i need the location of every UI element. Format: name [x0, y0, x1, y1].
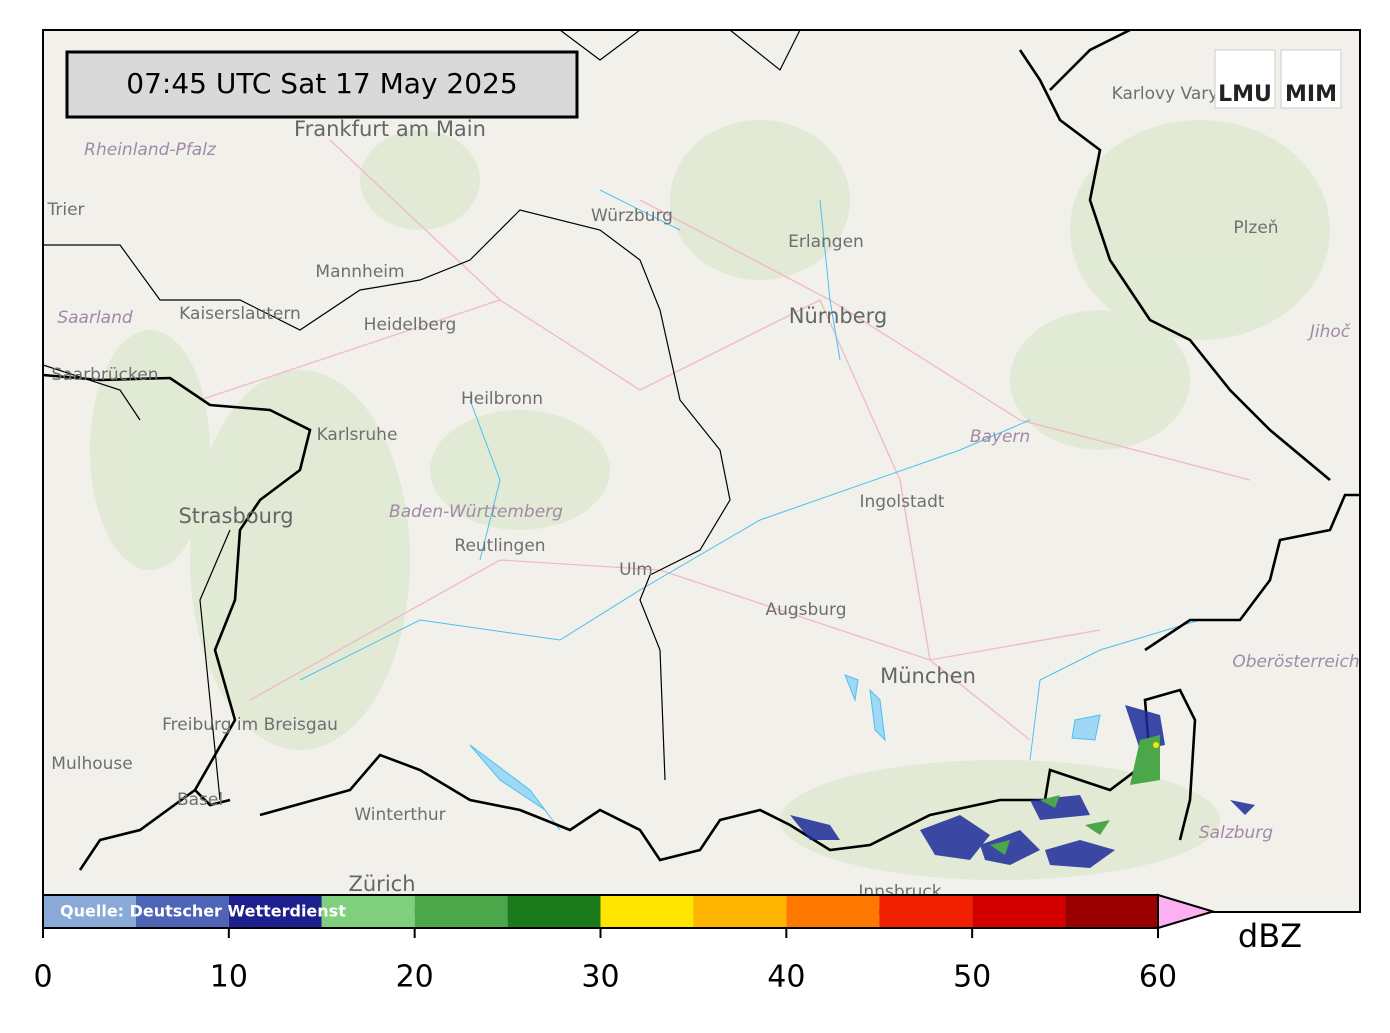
place-label: Heidelberg — [364, 315, 457, 335]
place-label: Freiburg im Breisgau — [162, 715, 338, 735]
timestamp-box — [65, 50, 579, 119]
place-label: Frankfurt am Main — [294, 117, 486, 141]
place-label: Karlovy Vary — [1112, 84, 1219, 104]
tick-label: 30 — [581, 960, 619, 995]
place-label: Trier — [46, 200, 84, 220]
source-label: Quelle: Deutscher Wetterdienst — [60, 902, 346, 921]
colorbar-segment — [321, 895, 415, 928]
place-label: Salzburg — [1199, 823, 1273, 843]
place-label: Ulm — [619, 560, 653, 580]
colorbar: Quelle: Deutscher Wetterdienst 0 10 20 30 40 5… — [33, 893, 1302, 995]
logo — [1214, 49, 1276, 109]
colorbar-segment — [1065, 895, 1158, 928]
colorbar-segment — [414, 895, 508, 928]
colorbar-segment — [786, 895, 880, 928]
place-label: Würzburg — [591, 206, 673, 226]
logo — [1280, 49, 1342, 109]
region-label: Rheinland-Pfalz — [84, 140, 217, 160]
place-label: Mulhouse — [51, 754, 132, 774]
place-label: Augsburg — [765, 600, 846, 620]
place-label: Strasbourg — [178, 504, 293, 528]
region-label: Bayern — [970, 427, 1030, 447]
place-label: Kaiserslautern — [179, 304, 301, 324]
place-label: Erlangen — [788, 232, 864, 252]
tick-label: 40 — [767, 960, 805, 995]
place-label: Nürnberg — [789, 304, 887, 328]
logo-text: MIM — [1285, 82, 1337, 107]
tick-label: 20 — [396, 960, 434, 995]
colorbar-segment — [228, 895, 322, 928]
colorbar-segment — [600, 895, 694, 928]
region-label: Oberösterreich — [1232, 652, 1359, 672]
place-label: Zürich — [348, 872, 415, 896]
tick-label: 50 — [953, 960, 991, 995]
place-label: Mannheim — [315, 262, 404, 282]
radar-echoes — [790, 705, 1255, 868]
region-label: Saarland — [57, 308, 133, 328]
colorbar-label: dBZ — [1238, 917, 1302, 955]
place-label: Karlsruhe — [317, 425, 398, 445]
basemap: Frankfurt am Main Rheinland-Pfalz Trier … — [43, 30, 1360, 912]
place-label: Winterthur — [354, 805, 445, 825]
tick-label: 0 — [33, 960, 52, 995]
place-labels: Frankfurt am Main Rheinland-Pfalz Trier … — [46, 84, 1359, 902]
colorbar-segment — [693, 895, 787, 928]
colorbar-segment — [43, 895, 136, 928]
region-label: Baden-Württemberg — [389, 502, 563, 522]
place-label: Basel — [177, 790, 223, 810]
place-label: München — [880, 664, 976, 688]
place-label: Reutlingen — [454, 536, 545, 556]
region-label: Jihoč — [1307, 322, 1351, 342]
colorbar-segment — [879, 895, 973, 928]
colorbar-segment — [135, 895, 229, 928]
colorbar-segment — [507, 895, 601, 928]
tick-label: 10 — [210, 960, 248, 995]
timestamp: 07:45 UTC Sat 17 May 2025 — [126, 67, 517, 100]
logo-text: LMU — [1218, 82, 1272, 107]
place-label: Heilbronn — [461, 389, 543, 409]
place-label: Saarbrücken — [52, 365, 159, 385]
colorbar-segment — [972, 895, 1066, 928]
tick-label: 60 — [1139, 960, 1177, 995]
place-label: Ingolstadt — [859, 492, 944, 512]
place-label: Plzeň — [1233, 218, 1278, 238]
